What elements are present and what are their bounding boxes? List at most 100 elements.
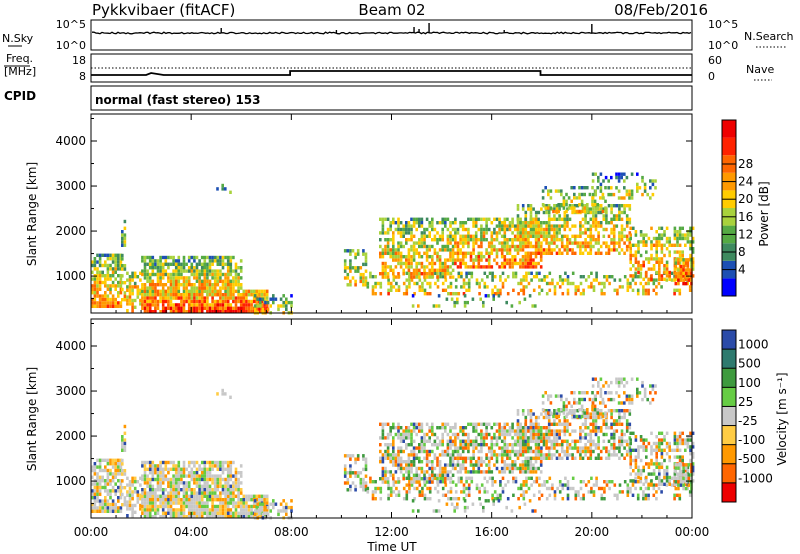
power-cell	[91, 304, 94, 308]
power-cell	[141, 283, 144, 287]
power-cell	[172, 283, 175, 287]
power-cell	[169, 289, 173, 293]
velocity-cell	[161, 474, 165, 478]
velocity-cell	[216, 460, 220, 465]
velocity-cell	[151, 491, 155, 495]
power-cell	[560, 234, 564, 238]
velocity-cell	[686, 486, 689, 491]
power-cell	[405, 271, 409, 275]
power-cell	[583, 209, 586, 214]
power-cell	[530, 278, 533, 282]
velocity-cell	[405, 429, 408, 433]
velocity-cell	[516, 453, 520, 457]
power-cell	[584, 221, 587, 225]
velocity-cell	[106, 509, 110, 513]
power-cell	[164, 283, 168, 287]
velocity-cell	[467, 486, 471, 491]
velocity-cell	[410, 429, 413, 433]
power-cell	[111, 270, 115, 274]
power-cell	[652, 281, 656, 286]
velocity-cell	[384, 480, 387, 484]
power-cell	[596, 203, 599, 207]
power-cell	[538, 271, 541, 275]
velocity-cell	[420, 446, 424, 450]
power-cell	[180, 310, 183, 314]
velocity-cell	[159, 488, 162, 492]
velocity-cell	[146, 498, 149, 502]
power-cell	[425, 217, 429, 221]
power-cell	[172, 310, 175, 314]
power-cell	[516, 248, 520, 252]
freq-panel: Freq. [MHz] 18 8 60 0 Nave	[4, 52, 774, 83]
power-cell	[141, 306, 144, 310]
power-cell	[195, 269, 199, 273]
velocity-cell	[586, 426, 590, 430]
velocity-cell	[136, 493, 140, 497]
power-cell	[172, 296, 175, 300]
velocity-cell	[566, 486, 570, 491]
velocity-cell	[594, 456, 598, 460]
velocity-cell	[519, 429, 522, 433]
velocity-cell	[250, 515, 253, 519]
power-cell	[182, 296, 186, 300]
velocity-cell	[245, 515, 248, 519]
power-cell	[634, 260, 638, 264]
power-cell	[545, 281, 549, 286]
power-cell	[652, 264, 656, 268]
velocity-cell	[410, 470, 413, 474]
power-cell	[568, 248, 572, 252]
power-cell	[190, 299, 194, 304]
power-cell	[259, 300, 262, 305]
velocity-cell	[545, 443, 548, 447]
power-cell	[143, 306, 147, 310]
velocity-cell	[425, 422, 429, 426]
power-cell	[247, 303, 251, 307]
power-cell	[376, 281, 380, 286]
velocity-cell	[415, 446, 418, 450]
power-cell	[200, 296, 204, 300]
velocity-cell	[438, 443, 442, 447]
power-cell	[195, 299, 199, 304]
power-cell	[119, 284, 123, 288]
velocity-cell	[109, 462, 112, 466]
power-cell	[436, 231, 439, 235]
velocity-cell	[366, 486, 370, 491]
power-cell	[634, 250, 638, 254]
power-cell	[459, 258, 462, 262]
power-cell	[503, 238, 507, 242]
velocity-cell	[610, 480, 614, 484]
power-cell	[638, 186, 642, 190]
colorbar-tick-label: 8	[738, 245, 746, 259]
velocity-cell	[576, 409, 580, 413]
velocity-cell	[511, 466, 514, 471]
power-cell	[500, 261, 504, 266]
velocity-cell	[346, 488, 350, 492]
velocity-cell	[148, 460, 152, 465]
velocity-cell	[128, 503, 132, 508]
velocity-cell	[524, 432, 528, 437]
power-cell	[645, 257, 648, 261]
velocity-cell	[93, 509, 97, 513]
velocity-cell	[143, 464, 147, 468]
power-cell	[193, 269, 196, 273]
velocity-cell	[239, 501, 243, 505]
velocity-cell	[96, 492, 99, 496]
power-cell	[164, 293, 168, 297]
velocity-cell	[500, 466, 504, 471]
power-cell	[119, 291, 123, 295]
power-cell	[356, 266, 360, 270]
velocity-cell	[428, 486, 432, 491]
power-cell	[177, 259, 181, 263]
power-cell	[187, 279, 191, 283]
power-cell	[164, 299, 168, 304]
power-cell	[239, 299, 243, 304]
velocity-cell	[226, 464, 230, 468]
power-cell	[673, 243, 677, 247]
velocity-cell	[553, 493, 557, 497]
velocity-cell	[467, 483, 471, 487]
power-cell	[441, 227, 444, 232]
velocity-cell	[537, 429, 541, 433]
power-cell	[589, 217, 593, 221]
power-cell	[392, 241, 395, 245]
velocity-cell	[224, 508, 227, 512]
